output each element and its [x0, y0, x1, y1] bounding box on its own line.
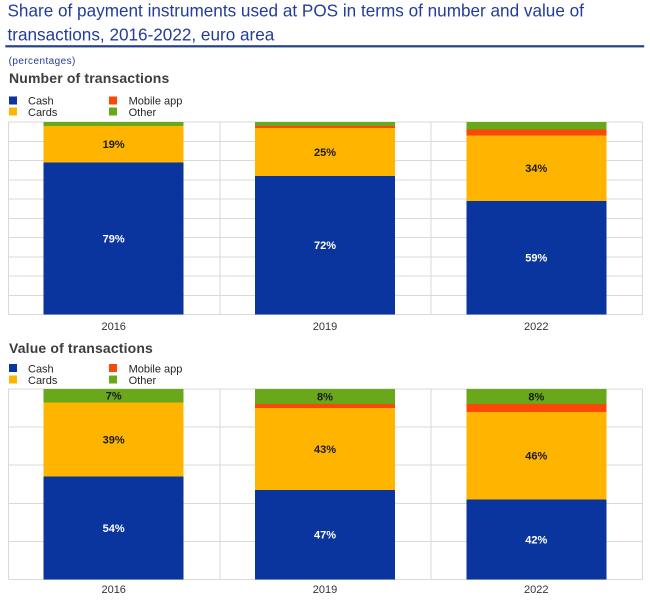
svg-text:Other: Other [129, 375, 157, 387]
svg-text:34%: 34% [525, 163, 547, 175]
svg-text:79%: 79% [103, 233, 125, 245]
svg-text:46%: 46% [525, 451, 547, 463]
svg-text:7%: 7% [106, 391, 122, 403]
svg-text:8%: 8% [317, 392, 333, 404]
svg-text:19%: 19% [103, 139, 125, 151]
svg-text:2019: 2019 [313, 584, 337, 596]
svg-text:Cash: Cash [28, 96, 54, 108]
svg-text:39%: 39% [103, 435, 125, 447]
svg-text:2022: 2022 [524, 321, 548, 333]
svg-text:Value of transactions: Value of transactions [9, 340, 153, 356]
svg-text:72%: 72% [314, 240, 336, 252]
svg-text:47%: 47% [314, 530, 336, 542]
svg-text:59%: 59% [525, 253, 547, 265]
svg-text:Share of payment instruments u: Share of payment instruments used at POS… [8, 1, 585, 21]
svg-text:Other: Other [129, 107, 157, 119]
svg-text:2016: 2016 [101, 321, 125, 333]
svg-text:Mobile app: Mobile app [129, 96, 183, 108]
svg-text:42%: 42% [525, 535, 547, 547]
svg-text:Mobile app: Mobile app [129, 363, 183, 375]
svg-text:8%: 8% [528, 392, 544, 404]
svg-text:43%: 43% [314, 444, 336, 456]
svg-text:2019: 2019 [313, 321, 337, 333]
svg-text:Cash: Cash [28, 363, 54, 375]
svg-text:54%: 54% [103, 523, 125, 535]
svg-text:Number of transactions: Number of transactions [9, 70, 170, 86]
svg-text:2016: 2016 [101, 584, 125, 596]
svg-text:Cards: Cards [28, 375, 58, 387]
svg-text:Cards: Cards [28, 107, 58, 119]
svg-text:transactions, 2016-2022, euro: transactions, 2016-2022, euro area [8, 25, 275, 45]
svg-text:2022: 2022 [524, 584, 548, 596]
svg-text:25%: 25% [314, 147, 336, 159]
svg-text:(percentages): (percentages) [9, 56, 76, 67]
